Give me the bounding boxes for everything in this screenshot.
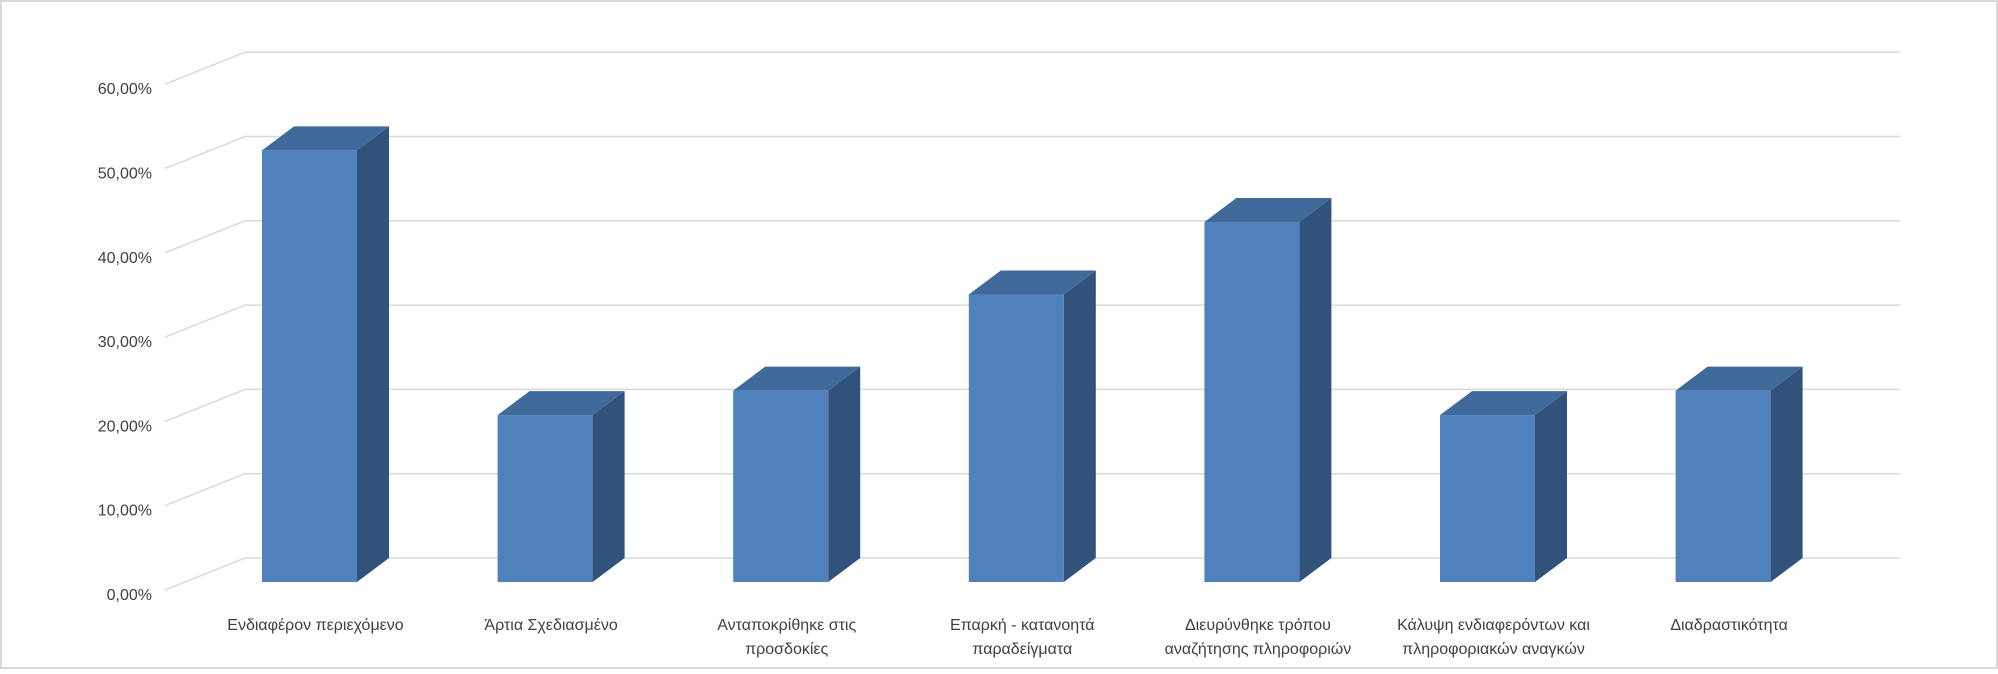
- bar: [733, 367, 860, 582]
- y-tick-label: 60,00%: [98, 81, 152, 98]
- bar-front: [1204, 222, 1299, 582]
- bar-front: [969, 295, 1064, 582]
- y-tick-label: 40,00%: [98, 250, 152, 267]
- bar-front: [498, 415, 593, 582]
- bar: [969, 271, 1096, 582]
- bar: [1204, 198, 1331, 582]
- y-tick-label: 50,00%: [98, 166, 152, 183]
- x-category-label: Διαδραστικότητα: [1670, 617, 1788, 634]
- y-tick-label: 10,00%: [98, 503, 152, 520]
- x-category-label: αναζήτησης πληροφοριών: [1165, 641, 1352, 658]
- bar-front: [1676, 391, 1771, 582]
- bar: [498, 391, 625, 582]
- x-category-label: προσδοκίες: [745, 641, 828, 658]
- x-category-label: Ενδιαφέρον περιεχόμενο: [227, 617, 404, 634]
- bar: [1440, 391, 1567, 582]
- bar-side: [1299, 198, 1331, 582]
- bar-side: [593, 391, 625, 582]
- x-category-label: Επαρκή - κατανοητά: [950, 617, 1095, 634]
- bar-side: [1771, 367, 1803, 582]
- y-tick-label: 20,00%: [98, 418, 152, 435]
- x-category-label: Άρτια Σχεδιασμένο: [484, 617, 617, 634]
- bar-side: [357, 126, 389, 582]
- x-category-label: παραδείγματα: [972, 641, 1072, 658]
- bar-front: [733, 391, 828, 582]
- bar-side: [828, 367, 860, 582]
- x-category-label: Κάλυψη ενδιαφερόντων και: [1397, 617, 1590, 634]
- x-category-label: Διευρύνθηκε τρόπου: [1185, 617, 1331, 634]
- bar-front: [262, 150, 357, 582]
- bar: [1676, 367, 1803, 582]
- x-category-label: Ανταποκρίθηκε στις: [717, 617, 856, 634]
- bar: [262, 126, 389, 582]
- y-tick-label: 30,00%: [98, 334, 152, 351]
- bar-front: [1440, 415, 1535, 582]
- y-tick-label: 0,00%: [107, 587, 152, 604]
- x-category-label: πληροφοριακών αναγκών: [1402, 641, 1585, 658]
- bar-side: [1064, 271, 1096, 582]
- bar-side: [1535, 391, 1567, 582]
